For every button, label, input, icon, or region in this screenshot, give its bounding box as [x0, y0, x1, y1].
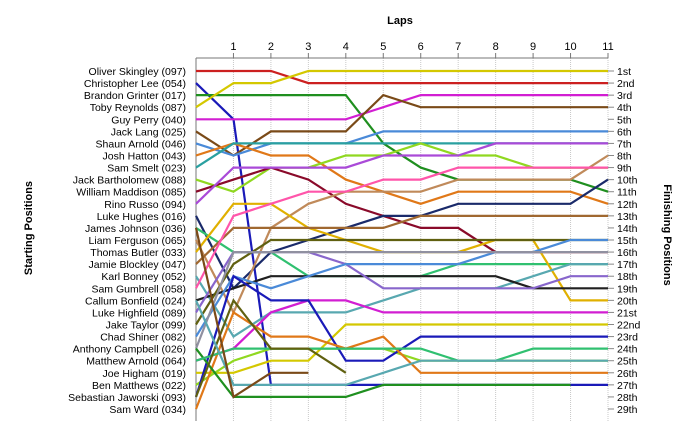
finishing-label: 28th [617, 392, 638, 404]
starting-label: Sam Ward (034) [109, 404, 186, 416]
series-line-15 [195, 154, 609, 315]
labels: 1 2 3 4 5 6 7 8 9 10 11 Oliver Skingley (097)Christ… [68, 41, 640, 416]
starting-label: Toby Reynolds (087) [90, 102, 186, 114]
series-line-24 [194, 251, 608, 349]
series-line-32 [194, 298, 347, 398]
finishing-label: 16th [617, 247, 638, 259]
finishing-label: 22nd [617, 320, 641, 332]
starting-label: Sam Gumbrell (058) [91, 283, 186, 295]
series-line-26 [196, 323, 608, 374]
starting-label: Joe Higham (019) [103, 368, 186, 380]
starting-label: Chad Shiner (082) [100, 332, 186, 344]
series-lines [194, 69, 609, 410]
finishing-label: 23rd [617, 332, 638, 344]
series-line-33 [194, 299, 608, 386]
finishing-label: 1st [617, 66, 631, 78]
x-axis-title: Laps [387, 15, 413, 27]
finishing-label: 21st [617, 307, 637, 319]
finishing-label: 29th [617, 404, 638, 416]
x-tick-label: 8 [493, 41, 499, 53]
finishing-label: 3rd [617, 90, 632, 102]
series-line-12 [195, 142, 608, 205]
series-line-25 [195, 299, 608, 362]
starting-label: Jack Lang (025) [111, 126, 186, 138]
series-line-30 [195, 347, 571, 398]
series-line-19 [195, 166, 608, 289]
x-tick-label: 4 [343, 41, 349, 53]
finishing-label: 7th [617, 138, 632, 150]
starting-label: Liam Ferguson (065) [89, 235, 186, 247]
starting-label: Jack Bartholomew (088) [73, 175, 186, 187]
series-line-4 [195, 69, 608, 109]
starting-label: Jake Taylor (099) [106, 320, 186, 332]
finishing-label: 27th [617, 380, 638, 392]
series-line-18 [195, 263, 608, 339]
finishing-label: 12th [617, 199, 638, 211]
starting-label: William Maddison (085) [76, 187, 186, 199]
series-line-7 [195, 130, 608, 157]
x-tick-label: 3 [305, 41, 311, 53]
x-tick-label: 11 [602, 41, 613, 53]
series-line-2 [195, 82, 608, 386]
starting-label: Brandon Grinter (017) [84, 90, 186, 102]
starting-label: Guy Perry (040) [111, 114, 186, 126]
series-line-8 [195, 142, 609, 205]
starting-label: Anthony Campbell (026) [73, 344, 186, 356]
finishing-label: 20th [617, 295, 638, 307]
starting-label: Karl Bonney (052) [101, 271, 186, 283]
finishing-label: 13th [617, 211, 638, 223]
finishing-label: 4th [617, 102, 632, 114]
starting-label: Luke Hughes (016) [97, 211, 186, 223]
starting-label: Callum Bonfield (024) [85, 295, 186, 307]
x-tick-label: 7 [455, 41, 461, 53]
x-tick-label: 10 [564, 41, 576, 53]
starting-label: Luke Highfield (089) [92, 307, 186, 319]
left-axis-title: Starting Positions [23, 181, 35, 275]
x-tick-label: 5 [380, 41, 386, 53]
x-tick-label: 9 [530, 41, 536, 53]
starting-label: Christopher Lee (054) [84, 78, 186, 90]
series-line-34 [194, 227, 309, 399]
series-line-20 [195, 275, 608, 302]
finishing-label: 15th [617, 235, 638, 247]
starting-label: Rino Russo (094) [104, 199, 186, 211]
series-line-23 [195, 238, 608, 338]
finishing-label: 8th [617, 151, 632, 163]
series-line-17 [195, 214, 608, 265]
x-tick-label: 2 [268, 41, 274, 53]
series-line-6 [195, 93, 608, 157]
series-line-29 [194, 310, 608, 410]
finishing-label: 2nd [617, 78, 635, 90]
finishing-label: 26th [617, 368, 638, 380]
finishing-label: 10th [617, 175, 638, 187]
starting-label: Ben Matthews (022) [92, 380, 186, 392]
starting-label: Sebastian Jaworski (093) [68, 392, 186, 404]
starting-label: Shaun Arnold (046) [96, 138, 186, 150]
finishing-label: 24th [617, 344, 638, 356]
finishing-label: 14th [617, 223, 638, 235]
series-line-1 [196, 69, 608, 85]
right-axis-title: Finishing Positions [661, 184, 673, 285]
starting-label: Josh Hatton (043) [103, 151, 186, 163]
finishing-label: 6th [617, 126, 632, 138]
series-line-13 [195, 178, 609, 291]
finishing-label: 25th [617, 356, 638, 368]
finishing-label: 9th [617, 163, 632, 175]
starting-label: James Johnson (036) [85, 223, 186, 235]
finishing-label: 17th [617, 259, 638, 271]
starting-label: Thomas Butler (033) [90, 247, 186, 259]
finishing-label: 5th [617, 114, 632, 126]
starting-label: Sam Smelt (023) [107, 163, 186, 175]
finishing-label: 19th [617, 283, 638, 295]
series-line-31 [195, 347, 608, 362]
starting-label: Jamie Blockley (047) [89, 259, 186, 271]
finishing-label: 11th [617, 187, 637, 199]
starting-label: Oliver Skingley (097) [89, 66, 186, 78]
starting-label: Matthew Arnold (064) [86, 356, 186, 368]
x-tick-label: 6 [418, 41, 424, 53]
series-line-22 [195, 238, 608, 326]
finishing-label: 18th [617, 271, 638, 283]
x-tick-label: 1 [230, 41, 236, 53]
